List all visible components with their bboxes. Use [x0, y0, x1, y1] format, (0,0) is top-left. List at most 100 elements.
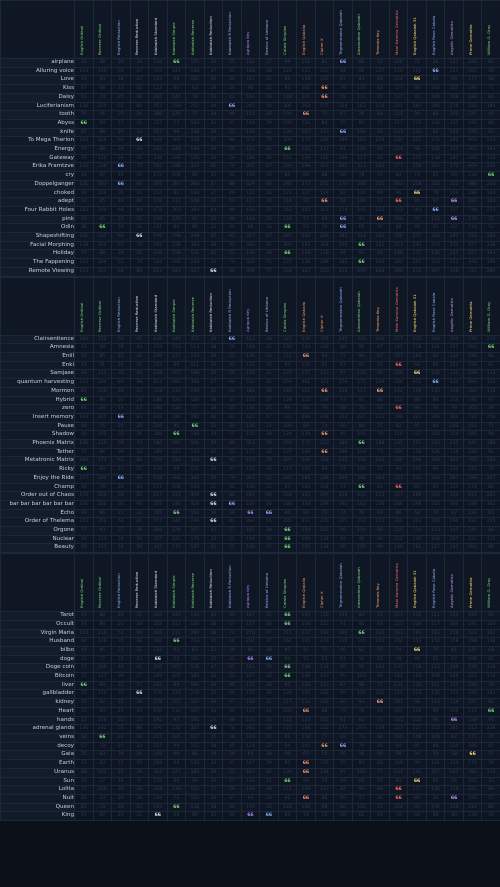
- cipher-value-cell[interactable]: 319: [185, 456, 205, 467]
- cipher-value-cell[interactable]: 81: [370, 482, 390, 493]
- cipher-value-cell[interactable]: 273: [481, 205, 500, 216]
- cipher-value-cell[interactable]: 131: [388, 680, 409, 691]
- cipher-value-cell[interactable]: 165: [240, 526, 261, 536]
- cipher-value-cell[interactable]: 137: [240, 706, 261, 717]
- cipher-value-cell[interactable]: 270: [314, 517, 335, 528]
- cipher-value-cell[interactable]: 330: [92, 499, 113, 510]
- cipher-value-cell[interactable]: 225: [444, 66, 464, 77]
- cipher-value-cell[interactable]: 180: [333, 499, 353, 510]
- cipher-header[interactable]: English Reduction: [111, 276, 131, 336]
- cipher-value-cell[interactable]: 71: [370, 680, 390, 691]
- cipher-value-cell[interactable]: 117: [444, 680, 464, 691]
- cipher-value-cell[interactable]: 333: [444, 491, 464, 501]
- cipher-value-cell[interactable]: 244: [185, 258, 205, 268]
- cipher-value-cell[interactable]: 149: [444, 386, 464, 397]
- cipher-value-cell[interactable]: 56: [333, 171, 353, 181]
- cipher-value-cell[interactable]: 25: [203, 654, 224, 665]
- cipher-value-cell[interactable]: 151: [277, 153, 298, 164]
- cipher-value-cell[interactable]: 29: [111, 386, 131, 397]
- cipher-value-cell[interactable]: 251: [407, 439, 427, 449]
- cipher-value-cell[interactable]: 171: [185, 465, 205, 475]
- cipher-value-cell[interactable]: 107: [425, 767, 446, 778]
- cipher-value-cell[interactable]: 68: [407, 360, 427, 371]
- cipher-value-cell[interactable]: 346: [166, 517, 187, 528]
- cipher-value-cell[interactable]: 68: [92, 84, 113, 94]
- cipher-value-cell[interactable]: 136: [74, 101, 94, 112]
- cipher-value-cell[interactable]: 271: [425, 136, 446, 147]
- cipher-value-cell[interactable]: 50: [74, 197, 94, 207]
- cipher-value-cell[interactable]: 230: [314, 439, 335, 449]
- cipher-value-cell[interactable]: 115: [314, 369, 335, 380]
- cipher-header[interactable]: English Ordinal: [74, 0, 94, 59]
- cipher-value-cell[interactable]: 196: [240, 249, 261, 260]
- cipher-value-cell[interactable]: 230: [388, 136, 409, 147]
- cipher-value-cell[interactable]: 79: [425, 645, 446, 656]
- cipher-value-cell[interactable]: 154: [74, 266, 94, 277]
- cipher-value-cell[interactable]: 18: [259, 645, 279, 656]
- cipher-value-cell[interactable]: 32: [259, 343, 279, 353]
- cipher-value-cell[interactable]: 96: [185, 223, 205, 234]
- cipher-value-cell[interactable]: 317: [388, 334, 409, 345]
- cipher-value-cell[interactable]: 47: [203, 179, 224, 190]
- cipher-value-cell[interactable]: 221: [370, 412, 390, 423]
- cipher-value-cell[interactable]: 300: [425, 456, 446, 467]
- phrase-label[interactable]: tooth: [0, 110, 75, 120]
- cipher-value-cell[interactable]: 37: [259, 637, 279, 647]
- cipher-value-cell[interactable]: 39: [222, 508, 242, 519]
- cipher-value-cell[interactable]: 140: [351, 637, 372, 647]
- cipher-value-cell[interactable]: 113: [314, 127, 335, 138]
- cipher-value-cell[interactable]: 223: [333, 266, 353, 277]
- cipher-value-cell[interactable]: 82: [166, 188, 187, 199]
- cipher-value-cell[interactable]: 44: [203, 153, 224, 164]
- phrase-label[interactable]: bar bar bar bar bar bar: [0, 499, 75, 510]
- phrase-label[interactable]: Samjase: [0, 369, 75, 380]
- cipher-value-cell[interactable]: 55: [222, 145, 242, 155]
- cipher-value-cell[interactable]: 54: [74, 75, 94, 86]
- cipher-value-cell[interactable]: 29: [203, 58, 224, 68]
- cipher-value-cell[interactable]: 28: [129, 785, 150, 795]
- cipher-value-cell[interactable]: 192: [462, 118, 483, 129]
- cipher-value-cell[interactable]: 107: [296, 127, 316, 138]
- cipher-value-cell[interactable]: 98: [481, 430, 500, 440]
- cipher-value-cell[interactable]: 241: [351, 205, 372, 216]
- cipher-value-cell[interactable]: 557: [148, 517, 168, 528]
- cipher-value-cell[interactable]: 287: [407, 101, 427, 112]
- cipher-value-cell[interactable]: 52: [481, 223, 500, 234]
- cipher-value-cell[interactable]: 86: [166, 776, 187, 787]
- cipher-value-cell[interactable]: 27: [259, 58, 279, 68]
- cipher-value-cell[interactable]: 24: [259, 706, 279, 717]
- cipher-value-cell[interactable]: 21: [111, 680, 131, 691]
- cipher-value-cell[interactable]: 355: [296, 205, 316, 216]
- cipher-value-cell[interactable]: 30: [129, 58, 150, 68]
- cipher-value-cell[interactable]: 66: [388, 404, 409, 414]
- cipher-value-cell[interactable]: 32: [203, 214, 224, 225]
- cipher-value-cell[interactable]: 133: [166, 386, 187, 397]
- cipher-value-cell[interactable]: 58: [259, 724, 279, 734]
- cipher-value-cell[interactable]: 281: [240, 724, 261, 734]
- cipher-value-cell[interactable]: 66: [277, 619, 298, 630]
- phrase-label[interactable]: Bitcoin: [0, 672, 75, 682]
- cipher-value-cell[interactable]: 49: [185, 776, 205, 787]
- cipher-value-cell[interactable]: 241: [462, 526, 483, 536]
- phrase-label[interactable]: Ricky: [0, 465, 75, 475]
- cipher-value-cell[interactable]: 83: [185, 645, 205, 656]
- cipher-value-cell[interactable]: 130: [166, 785, 187, 795]
- cipher-value-cell[interactable]: 95: [407, 421, 427, 432]
- cipher-value-cell[interactable]: 94: [388, 741, 409, 752]
- cipher-value-cell[interactable]: 237: [462, 698, 483, 708]
- cipher-value-cell[interactable]: 64: [74, 404, 94, 414]
- cipher-header[interactable]: Reverse Ordinal: [92, 0, 113, 59]
- cipher-value-cell[interactable]: 55: [425, 654, 446, 665]
- cipher-value-cell[interactable]: 398: [240, 266, 261, 277]
- cipher-value-cell[interactable]: 151: [370, 179, 390, 190]
- cipher-value-cell[interactable]: 62: [259, 240, 279, 251]
- cipher-value-cell[interactable]: 372: [148, 499, 168, 510]
- cipher-value-cell[interactable]: 74: [74, 145, 94, 155]
- cipher-value-cell[interactable]: 282: [296, 240, 316, 251]
- cipher-value-cell[interactable]: 88: [74, 767, 94, 778]
- cipher-value-cell[interactable]: 126: [296, 118, 316, 129]
- cipher-value-cell[interactable]: 39: [259, 663, 279, 674]
- cipher-value-cell[interactable]: 34: [129, 619, 150, 630]
- cipher-value-cell[interactable]: 45: [407, 92, 427, 103]
- cipher-value-cell[interactable]: 66: [333, 223, 353, 234]
